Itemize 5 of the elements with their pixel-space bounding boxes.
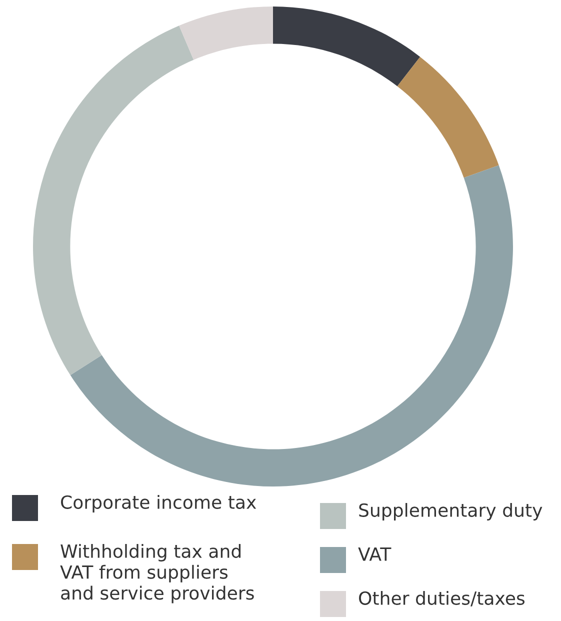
legend-label: VAT xyxy=(358,548,392,561)
legend-label: Withholding tax and VAT from suppliers and service providers xyxy=(60,544,254,604)
legend-label: Other duties/taxes xyxy=(359,591,525,606)
legend-label: Supplementary duty xyxy=(359,503,542,520)
legend-label: Corporate income tax xyxy=(61,495,256,512)
